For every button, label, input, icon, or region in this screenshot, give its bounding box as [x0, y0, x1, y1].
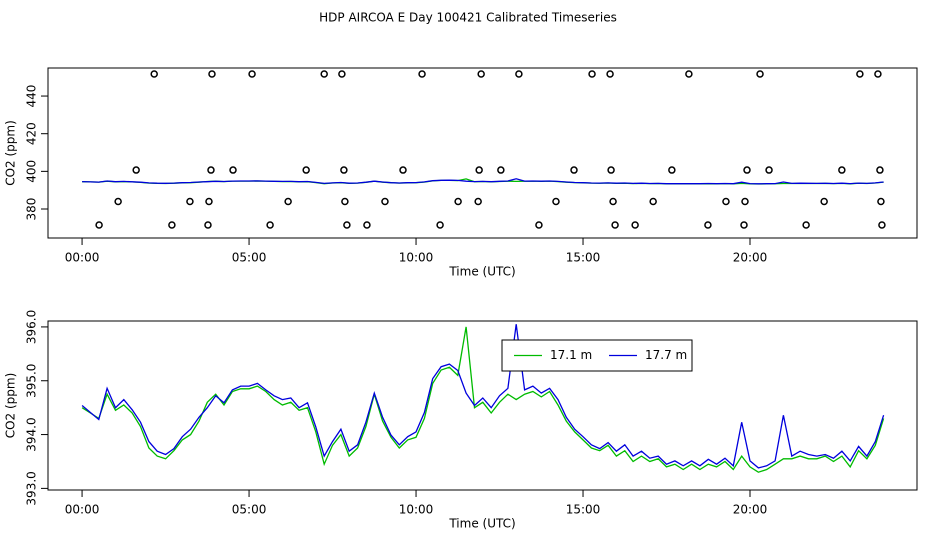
calibration-point — [338, 70, 346, 78]
calibration-point — [765, 166, 773, 174]
calibration-point — [363, 221, 371, 229]
calibration-point — [756, 70, 764, 78]
y-tick-label: 395.0 — [25, 364, 39, 398]
calibration-point — [343, 221, 351, 229]
y-tick-label: 380 — [25, 198, 39, 221]
x-tick-label: 20:00 — [733, 251, 768, 265]
x-tick-label: 05:00 — [232, 503, 267, 517]
calibration-point — [266, 221, 274, 229]
calibration-point — [649, 197, 657, 206]
chart-title: HDP AIRCOA E Day 100421 Calibrated Times… — [319, 11, 617, 25]
plot-frame — [47, 67, 918, 239]
calibration-point — [205, 197, 213, 206]
line — [81, 326, 885, 473]
calibration-point — [876, 166, 884, 174]
calibration-point — [418, 70, 426, 78]
x-tick-label: 00:00 — [65, 251, 100, 265]
calibration-point — [856, 70, 864, 78]
calibration-point — [474, 197, 482, 206]
legend-label: 17.7 m — [645, 348, 687, 362]
calibration-point — [570, 166, 578, 174]
calibration-point — [150, 70, 158, 78]
calibration-point — [631, 221, 639, 229]
x-tick-label: 15:00 — [566, 251, 601, 265]
calibration-point — [168, 221, 176, 229]
y-tick-label: 394.0 — [25, 417, 39, 451]
calibration-point — [114, 197, 122, 206]
calibration-point — [381, 197, 389, 206]
legend-label: 17.1 m — [550, 348, 592, 362]
calibration-point — [132, 166, 140, 174]
calibration-point — [552, 197, 560, 206]
calibration-point — [740, 221, 748, 229]
line — [81, 324, 885, 469]
calibration-point — [878, 221, 886, 229]
calibration-point — [229, 166, 237, 174]
calibration-point — [207, 166, 215, 174]
x-axis-label: Time (UTC) — [448, 517, 515, 531]
calibration-point — [284, 197, 292, 206]
legend-box — [501, 339, 693, 372]
calibration-point — [741, 197, 749, 206]
calibration-point — [320, 70, 328, 78]
calibration-point — [607, 166, 615, 174]
calibration-point — [341, 197, 349, 206]
calibration-point — [204, 221, 212, 229]
x-tick-label: 00:00 — [65, 503, 100, 517]
plot-frame — [47, 320, 918, 491]
x-tick-label: 20:00 — [733, 503, 768, 517]
calibration-point — [802, 221, 810, 229]
y-tick-label: 400 — [25, 160, 39, 183]
y-tick-label: 393.0 — [25, 471, 39, 505]
calibration-point — [704, 221, 712, 229]
calibration-point — [588, 70, 596, 78]
calibration-point — [436, 221, 444, 229]
calibration-point — [611, 221, 619, 229]
calibration-point — [208, 70, 216, 78]
calibration-point — [302, 166, 310, 174]
calibration-point — [609, 197, 617, 206]
calibration-point — [685, 70, 693, 78]
x-tick-label: 10:00 — [399, 503, 434, 517]
calibration-point — [743, 166, 751, 174]
calibration-point — [874, 70, 882, 78]
line — [82, 178, 884, 185]
y-tick-label: 440 — [25, 85, 39, 108]
calibration-point — [186, 197, 194, 206]
y-tick-label: 420 — [25, 122, 39, 145]
calibration-point — [497, 166, 505, 174]
calibration-point — [399, 166, 407, 174]
x-tick-label: 05:00 — [232, 251, 267, 265]
calibration-point — [477, 70, 485, 78]
y-axis-label: CO2 (ppm) — [4, 120, 18, 186]
calibration-point — [820, 197, 828, 206]
y-tick-label: 396.0 — [25, 310, 39, 344]
calibration-point — [340, 166, 348, 174]
x-tick-label: 15:00 — [566, 503, 601, 517]
calibration-point — [515, 70, 523, 78]
calibration-point — [95, 221, 103, 229]
calibration-point — [454, 197, 462, 206]
y-axis-label: CO2 (ppm) — [4, 373, 18, 439]
calibration-point — [248, 70, 256, 78]
calibration-point — [838, 166, 846, 174]
calibration-point — [606, 70, 614, 78]
calibration-point — [535, 221, 543, 229]
x-axis-label: Time (UTC) — [448, 265, 515, 279]
calibration-point — [475, 166, 483, 174]
calibration-point — [877, 197, 885, 206]
calibration-point — [722, 197, 730, 206]
calibration-point — [668, 166, 676, 174]
x-tick-label: 10:00 — [399, 251, 434, 265]
